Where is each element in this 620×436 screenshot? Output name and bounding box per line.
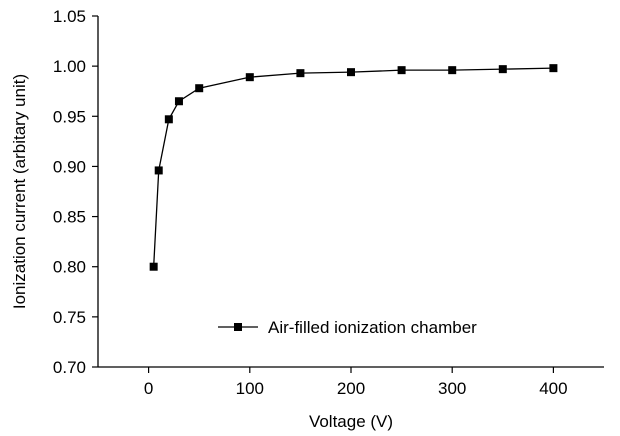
x-tick-label: 100 bbox=[236, 379, 264, 398]
data-point bbox=[164, 115, 173, 124]
x-tick-label: 400 bbox=[539, 379, 567, 398]
y-tick-label: 0.90 bbox=[53, 157, 86, 176]
data-point bbox=[174, 97, 183, 106]
x-tick-label: 300 bbox=[438, 379, 466, 398]
y-tick-label: 0.75 bbox=[53, 308, 86, 327]
y-tick-label: 0.70 bbox=[53, 358, 86, 377]
y-axis-title: Ionization current (arbitary unit) bbox=[10, 74, 29, 309]
data-point bbox=[498, 65, 507, 74]
data-point bbox=[195, 84, 204, 93]
data-point bbox=[347, 68, 355, 77]
y-tick-label: 0.95 bbox=[53, 107, 86, 126]
series-layer bbox=[149, 64, 558, 271]
data-point bbox=[154, 166, 163, 175]
y-tick-label: 1.05 bbox=[53, 7, 86, 26]
legend-marker bbox=[234, 323, 242, 331]
data-point bbox=[296, 69, 305, 78]
x-axis-ticks: 0 100 200 300 400 bbox=[144, 367, 568, 398]
x-axis-title: Voltage (V) bbox=[309, 412, 393, 431]
series-line bbox=[153, 67, 554, 267]
legend: Air-filled ionization chamber bbox=[218, 318, 477, 337]
y-tick-label: 0.80 bbox=[53, 258, 86, 277]
data-point bbox=[549, 64, 558, 73]
data-point bbox=[245, 73, 254, 82]
data-point bbox=[397, 66, 406, 75]
x-tick-label: 200 bbox=[337, 379, 365, 398]
y-tick-label: 1.00 bbox=[53, 57, 86, 76]
legend-label: Air-filled ionization chamber bbox=[268, 318, 477, 337]
x-tick-label: 0 bbox=[144, 379, 153, 398]
y-axis-ticks: 0.70 0.75 0.80 0.85 0.90 0.95 1.00 1.05 bbox=[53, 7, 98, 377]
data-point bbox=[448, 66, 457, 75]
y-tick-label: 0.85 bbox=[53, 208, 86, 227]
data-point bbox=[149, 262, 158, 271]
